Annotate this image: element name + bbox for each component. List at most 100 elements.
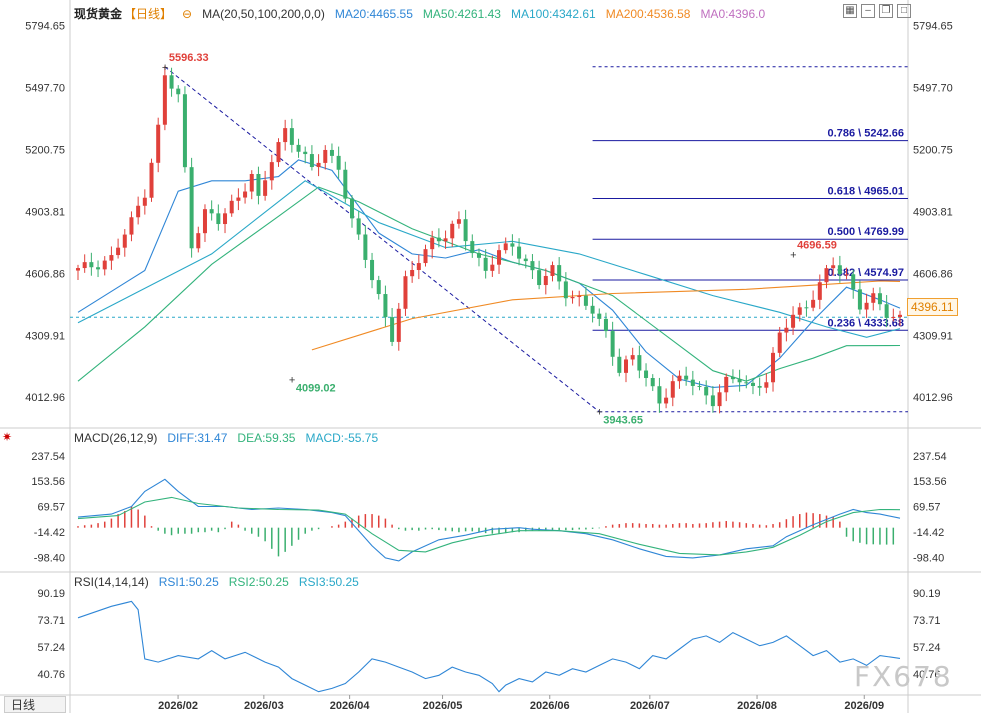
candle-down bbox=[657, 386, 662, 404]
candle-down bbox=[517, 246, 522, 259]
candle-down bbox=[757, 386, 762, 388]
candle-down bbox=[710, 395, 715, 407]
candle-down bbox=[329, 149, 334, 156]
candle-down bbox=[563, 281, 568, 299]
candle-up bbox=[129, 217, 134, 235]
x-tick-label: 2026/03 bbox=[244, 700, 284, 712]
candle-down bbox=[644, 370, 649, 379]
macd-tick-left: -14.42 bbox=[34, 527, 65, 539]
candle-up bbox=[75, 268, 81, 271]
candle-up bbox=[577, 295, 582, 298]
candle-up bbox=[570, 297, 575, 299]
maximize-icon[interactable]: □ bbox=[897, 4, 911, 18]
price-tick-left: 4606.86 bbox=[25, 268, 65, 280]
ma200-line bbox=[311, 280, 901, 351]
candle-up bbox=[196, 233, 201, 249]
candle-up bbox=[724, 376, 729, 393]
diff-value: DIFF:31.47 bbox=[167, 431, 228, 445]
period-tag[interactable]: 【日线】 bbox=[124, 7, 173, 21]
candle-up bbox=[490, 264, 495, 271]
macd-label: MACD(26,12,9) bbox=[74, 431, 158, 445]
candle-down bbox=[189, 167, 194, 249]
candle-down bbox=[182, 94, 187, 168]
candle-up bbox=[550, 265, 555, 276]
annotation-marker: + bbox=[289, 374, 295, 386]
crosshair-icon[interactable]: ✷ bbox=[2, 430, 13, 444]
price-tick-left: 4903.81 bbox=[25, 206, 65, 218]
ma-label: MA(20,50,100,200,0,0) bbox=[202, 7, 325, 21]
grid-icon[interactable]: ▦ bbox=[843, 4, 857, 18]
x-tick-label: 2026/07 bbox=[630, 700, 670, 712]
minimize-icon[interactable]: – bbox=[861, 4, 875, 18]
x-tick-label: 2026/09 bbox=[844, 700, 884, 712]
candle-down bbox=[737, 379, 742, 383]
macd-tick-right: 237.54 bbox=[913, 451, 947, 463]
candle-down bbox=[530, 261, 535, 271]
rsi-tick-left: 73.71 bbox=[37, 615, 65, 627]
candle-up bbox=[156, 124, 161, 163]
settings-icon[interactable]: ⊖ bbox=[182, 7, 193, 21]
candle-up bbox=[82, 262, 87, 269]
candle-up bbox=[831, 265, 836, 269]
candle-up bbox=[784, 327, 789, 333]
candle-up bbox=[109, 255, 114, 261]
price-tick-left: 5794.65 bbox=[25, 20, 65, 32]
x-tick-label: 2026/02 bbox=[158, 700, 198, 712]
candle-down bbox=[296, 144, 301, 152]
restore-icon[interactable]: ❐ bbox=[879, 4, 893, 18]
candle-down bbox=[617, 356, 622, 373]
rsi2-value: RSI2:50.25 bbox=[228, 575, 289, 589]
candle-up bbox=[142, 197, 147, 206]
annotation-marker: + bbox=[790, 250, 796, 262]
x-tick-label: 2026/05 bbox=[423, 700, 463, 712]
candle-up bbox=[456, 219, 461, 224]
candle-down bbox=[610, 331, 615, 357]
ma0-value: MA0:4396.0 bbox=[700, 7, 766, 21]
macd-tick-left: -98.40 bbox=[34, 552, 65, 564]
candle-down bbox=[289, 128, 294, 145]
rsi-tick-left: 90.19 bbox=[37, 588, 65, 600]
candle-down bbox=[690, 379, 695, 386]
price-tick-right: 4309.91 bbox=[913, 330, 953, 342]
price-tick-right: 5497.70 bbox=[913, 82, 953, 94]
candle-up bbox=[136, 205, 141, 218]
dea-line bbox=[77, 496, 901, 556]
candle-up bbox=[410, 270, 415, 277]
fib-label: 0.618 \ 4965.01 bbox=[828, 186, 904, 198]
candle-down bbox=[463, 219, 468, 242]
price-annotation: 3943.65 bbox=[603, 415, 643, 427]
candle-down bbox=[483, 257, 488, 271]
candle-down bbox=[343, 169, 348, 199]
rsi-tick-left: 40.76 bbox=[37, 669, 65, 681]
candle-down bbox=[603, 318, 608, 332]
candle-up bbox=[623, 359, 629, 373]
candle-up bbox=[102, 260, 107, 270]
candle-up bbox=[149, 162, 154, 198]
price-tick-right: 5794.65 bbox=[913, 20, 953, 32]
candle-up bbox=[543, 275, 548, 286]
candle-up bbox=[430, 237, 435, 250]
candle-down bbox=[537, 270, 542, 286]
candle-down bbox=[857, 289, 862, 310]
annotation-marker: + bbox=[596, 407, 602, 419]
macd-value: MACD:-55.75 bbox=[305, 431, 379, 445]
x-tick-label: 2026/08 bbox=[737, 700, 777, 712]
candle-down bbox=[851, 274, 856, 290]
candle-up bbox=[817, 282, 822, 300]
candle-down bbox=[704, 386, 709, 396]
candle-down bbox=[744, 382, 749, 384]
rsi3-value: RSI3:50.25 bbox=[298, 575, 359, 589]
candle-down bbox=[637, 355, 642, 371]
watermark: FX678 bbox=[854, 660, 953, 693]
candle-up bbox=[791, 314, 796, 328]
period-tab[interactable]: 日线 bbox=[4, 696, 66, 713]
rsi-tick-right: 40.76 bbox=[913, 669, 941, 681]
candle-up bbox=[263, 180, 268, 196]
symbol-name: 现货黄金 bbox=[74, 7, 123, 21]
candle-up bbox=[771, 352, 776, 383]
candle-up bbox=[824, 268, 829, 283]
candle-up bbox=[777, 332, 782, 353]
candle-up bbox=[891, 317, 896, 319]
